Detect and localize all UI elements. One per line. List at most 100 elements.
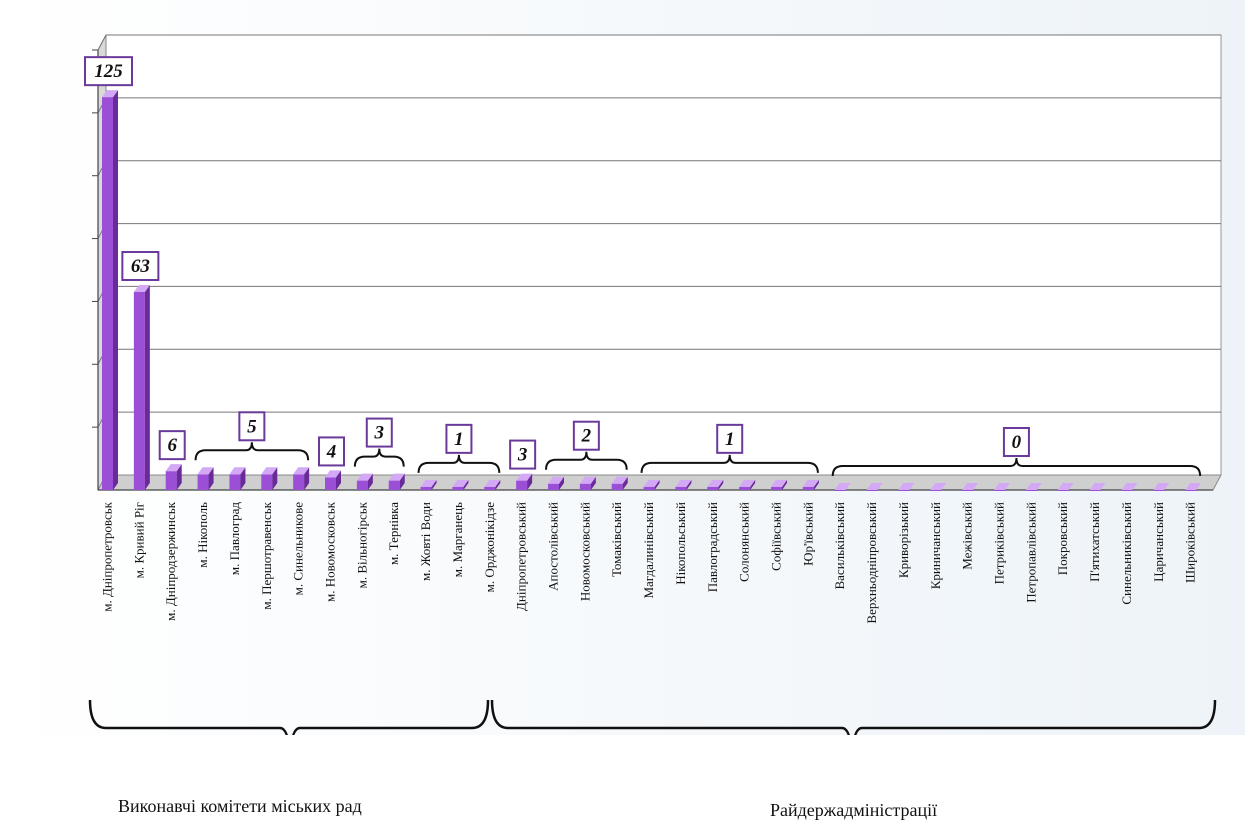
bar bbox=[994, 483, 1010, 491]
annotation-label: 1 bbox=[454, 429, 464, 450]
bar-top bbox=[834, 483, 851, 490]
bar bbox=[707, 479, 724, 490]
bar-front bbox=[1153, 490, 1165, 491]
bar-front bbox=[802, 486, 814, 490]
bar-front bbox=[866, 490, 878, 491]
category-label: Апостолівський bbox=[546, 502, 561, 591]
annotation-label: 1 bbox=[725, 429, 735, 450]
bar-side bbox=[718, 479, 724, 490]
bar-top bbox=[356, 473, 373, 481]
bar-front bbox=[707, 486, 719, 490]
bar bbox=[261, 467, 278, 490]
bar bbox=[866, 483, 883, 491]
annotation-box bbox=[716, 423, 744, 454]
category-label: П'ятихатський bbox=[1087, 502, 1102, 582]
category-label: м. Нікополь bbox=[195, 502, 210, 568]
bar-side bbox=[240, 467, 246, 490]
category-label: м. Орджонікідзе bbox=[482, 502, 497, 593]
bar bbox=[102, 90, 118, 491]
bar-top bbox=[325, 470, 341, 478]
bar bbox=[898, 483, 915, 491]
annotation-box bbox=[572, 420, 600, 451]
bar-top bbox=[229, 467, 246, 475]
bar-side bbox=[399, 473, 405, 490]
bar-front bbox=[261, 474, 273, 490]
annotation-label: 63 bbox=[131, 256, 150, 277]
bar bbox=[1057, 483, 1074, 491]
bar-top bbox=[802, 479, 819, 487]
bar-top bbox=[1121, 483, 1138, 490]
bar-front bbox=[994, 490, 1005, 491]
category-label: Солонянський bbox=[737, 502, 752, 582]
bar-top bbox=[579, 476, 596, 484]
bar-top bbox=[102, 90, 118, 98]
annotation-box bbox=[509, 439, 537, 470]
bar-front bbox=[293, 474, 305, 490]
bar bbox=[930, 483, 947, 491]
bar bbox=[962, 483, 979, 491]
bar-top bbox=[388, 473, 405, 481]
annotation-box bbox=[1002, 427, 1030, 457]
bar-side bbox=[336, 470, 341, 490]
annotation-brace bbox=[831, 457, 1202, 477]
bar bbox=[611, 476, 628, 490]
bar bbox=[293, 467, 310, 490]
category-label: Петриківський bbox=[992, 502, 1007, 584]
bar bbox=[1089, 483, 1106, 491]
bar-front bbox=[197, 474, 209, 490]
bar-top bbox=[1089, 483, 1106, 490]
bar-side bbox=[813, 479, 819, 490]
bar-side bbox=[750, 479, 756, 490]
bar bbox=[739, 479, 756, 490]
bar-side bbox=[527, 473, 533, 490]
annotation-box bbox=[445, 423, 473, 454]
bar bbox=[548, 476, 564, 490]
bar bbox=[643, 479, 660, 490]
bar-top bbox=[930, 483, 947, 490]
annotation-label: 5 bbox=[247, 416, 257, 437]
bar-front bbox=[548, 483, 559, 490]
bar-side bbox=[144, 285, 150, 490]
bar-top bbox=[165, 464, 182, 472]
bar bbox=[484, 479, 501, 490]
bar-front bbox=[1185, 490, 1197, 491]
bar-front bbox=[1121, 490, 1133, 491]
bar-top bbox=[548, 476, 564, 484]
bar-top bbox=[484, 479, 501, 487]
bar-top bbox=[261, 467, 278, 475]
annotation-label: 6 bbox=[167, 435, 177, 456]
bar-front bbox=[484, 486, 496, 490]
category-label: м. Тернівка bbox=[386, 502, 401, 565]
category-label: Криничанський bbox=[928, 502, 943, 589]
bar-front bbox=[643, 486, 655, 490]
bar-side bbox=[590, 476, 596, 490]
bar-side bbox=[495, 479, 501, 490]
bar-front bbox=[133, 292, 145, 490]
bar-side bbox=[559, 476, 564, 490]
bar-front bbox=[834, 490, 846, 491]
bar-side bbox=[272, 467, 278, 490]
bar bbox=[356, 473, 373, 490]
bar bbox=[325, 470, 341, 490]
category-label: м. Синельникове bbox=[291, 502, 306, 596]
bar-front bbox=[388, 480, 400, 490]
annotation-box bbox=[318, 436, 345, 467]
category-label: Покровський bbox=[1055, 502, 1070, 575]
category-label: Новомосковський bbox=[577, 502, 592, 601]
bar-front bbox=[739, 486, 751, 490]
category-label: Криворізький bbox=[896, 502, 911, 578]
group-brace bbox=[88, 699, 490, 735]
category-label: Павлоградський bbox=[705, 502, 720, 592]
category-label: Межівський bbox=[960, 502, 975, 570]
bar bbox=[675, 479, 692, 490]
category-label: м. Кривий Ріг bbox=[131, 502, 146, 578]
bar-side bbox=[176, 464, 182, 490]
bar-top bbox=[739, 479, 756, 487]
bar-front bbox=[898, 490, 910, 491]
bar-top bbox=[771, 479, 787, 487]
bar-front bbox=[420, 486, 432, 490]
bar-top bbox=[643, 479, 660, 487]
bar-side bbox=[654, 479, 660, 490]
gridline bbox=[97, 34, 1221, 51]
category-label: Томаківський bbox=[609, 502, 624, 577]
